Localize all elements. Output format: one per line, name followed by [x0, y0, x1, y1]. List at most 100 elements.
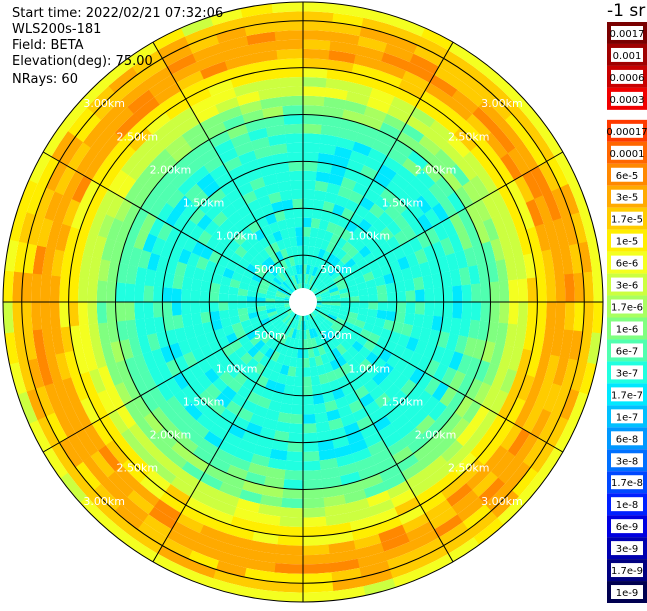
range-gate-cell	[187, 131, 210, 151]
range-gate-cell	[396, 165, 417, 184]
range-gate-cell	[348, 330, 360, 341]
range-gate-cell	[394, 280, 406, 293]
range-gate-cell	[26, 183, 47, 216]
range-gate-cell	[477, 439, 501, 466]
range-gate-cell	[32, 245, 47, 275]
range-gate-cell	[507, 147, 531, 176]
range-gate-cell	[211, 272, 223, 285]
range-gate-cell	[470, 145, 493, 170]
range-gate-cell	[88, 184, 109, 211]
range-gate-cell	[306, 319, 312, 330]
range-gate-cell	[394, 311, 406, 324]
range-gate-cell	[107, 471, 134, 498]
range-gate-cell	[9, 208, 27, 242]
range-gate-cell	[368, 294, 379, 303]
range-gate-cell	[176, 115, 201, 136]
range-gate-cell	[287, 366, 297, 377]
range-gate-cell	[259, 494, 283, 508]
range-gate-cell	[420, 90, 447, 113]
range-gate-cell	[251, 273, 263, 283]
range-gate-cell	[371, 267, 384, 279]
range-gate-cell	[153, 27, 186, 51]
range-gate-cell	[250, 50, 278, 64]
azimuth-spoke	[152, 301, 304, 563]
range-gate-cell	[315, 171, 331, 183]
range-gate-cell	[146, 112, 171, 135]
ring-label: 1.50km	[382, 197, 424, 210]
range-gate-cell	[491, 214, 509, 239]
range-gate-cell	[516, 348, 533, 375]
range-gate-cell	[177, 434, 199, 454]
range-gate-cell	[246, 330, 258, 341]
range-gate-cell	[114, 464, 140, 491]
range-gate-cell	[345, 316, 357, 325]
range-gate-cell	[278, 285, 288, 293]
range-gate-cell	[96, 301, 108, 324]
range-gate-cell	[169, 244, 184, 262]
range-gate-cell	[226, 123, 249, 140]
range-gate-cell	[387, 147, 408, 166]
range-gate-cell	[280, 344, 289, 356]
range-gate-cell	[238, 438, 257, 454]
range-gate-cell	[272, 230, 283, 243]
range-gate-cell	[545, 275, 557, 303]
range-gate-cell	[318, 143, 337, 156]
range-gate-cell	[448, 537, 480, 562]
range-gate-cell	[372, 232, 387, 247]
range-gate-cell	[113, 434, 136, 459]
colorbar-label-box	[611, 409, 643, 424]
range-gate-cell	[434, 514, 463, 538]
range-gate-cell	[454, 335, 469, 355]
range-gate-cell	[505, 113, 531, 143]
range-gate-cell	[340, 268, 352, 279]
range-gate-cell	[418, 327, 432, 343]
range-gate-cell	[176, 468, 200, 489]
range-gate-cell	[241, 480, 265, 495]
range-gate-cell	[114, 198, 133, 222]
range-gate-cell	[440, 104, 467, 128]
range-gate-cell	[97, 365, 115, 390]
range-gate-cell	[336, 248, 347, 261]
range-gate-cell	[213, 17, 245, 35]
range-gate-cell	[135, 134, 159, 158]
range-gate-cell	[481, 340, 496, 364]
range-gate-cell	[232, 415, 250, 431]
range-gate-cell	[196, 214, 213, 231]
range-gate-cell	[315, 421, 331, 433]
range-gate-cell	[316, 430, 333, 442]
range-gate-cell	[191, 347, 206, 363]
range-gate-cell	[314, 257, 323, 268]
range-gate-cell	[441, 141, 464, 165]
range-gate-cell	[75, 113, 102, 143]
range-gate-cell	[88, 256, 102, 281]
range-gate-cell	[512, 107, 539, 137]
range-gate-cell	[98, 132, 123, 159]
range-gate-cell	[338, 127, 359, 142]
range-gate-cell	[71, 175, 93, 203]
range-gate-cell	[200, 245, 214, 261]
range-gate-cell	[139, 476, 166, 500]
range-gate-cell	[320, 305, 331, 311]
range-gate-cell	[257, 503, 282, 517]
range-gate-cell	[297, 348, 303, 359]
range-gate-cell	[451, 89, 479, 115]
range-gate-cell	[279, 259, 288, 270]
range-gate-cell	[195, 104, 220, 124]
range-gate-cell	[238, 150, 257, 165]
range-gate-cell	[262, 274, 273, 284]
range-gate-cell	[543, 354, 560, 384]
range-gate-cell	[114, 74, 144, 100]
range-gate-cell	[79, 324, 93, 349]
range-gate-cell	[148, 74, 177, 98]
range-gate-cell	[63, 404, 84, 434]
range-gate-cell	[403, 402, 422, 421]
range-gate-cell	[339, 292, 350, 299]
range-gate-cell	[363, 378, 379, 394]
range-gate-cell	[234, 328, 247, 340]
range-gate-cell	[54, 165, 76, 196]
range-gate-cell	[402, 427, 423, 447]
range-gate-cell	[331, 203, 346, 217]
range-gate-cell	[269, 448, 288, 461]
range-gate-cell	[564, 273, 575, 303]
